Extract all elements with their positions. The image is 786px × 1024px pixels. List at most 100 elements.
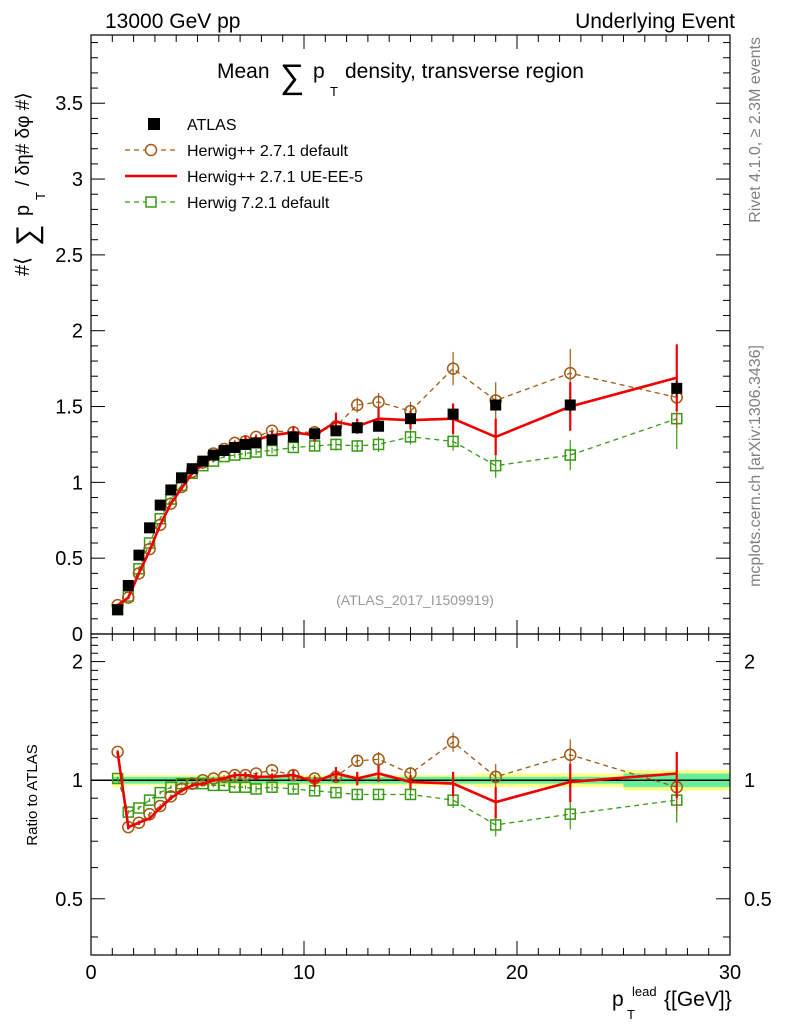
main-ylabel-b: / δη# δφ #⟩	[13, 92, 34, 186]
main-title-sum: ∑	[280, 58, 304, 96]
ratio-series-0-point	[351, 754, 364, 768]
xlabel-sub: T	[627, 1007, 635, 1022]
xtick-label: 20	[506, 962, 528, 984]
xlabel-p: p	[612, 988, 624, 1011]
xtick-label: 10	[293, 962, 315, 984]
main-series-0-point	[133, 549, 145, 561]
header-right: Underlying Event	[575, 10, 735, 33]
main-series-0-point	[287, 431, 299, 443]
legend-marker-3	[145, 196, 157, 208]
main-series-0-point	[176, 472, 188, 484]
ratio-ytick-label-left: 2	[72, 652, 83, 674]
legend-label-3: Herwig 7.2.1 default	[187, 195, 330, 212]
analysis-watermark: (ATLAS_2017_I1509919)	[336, 592, 494, 608]
header-left: 13000 GeV pp	[105, 10, 240, 33]
main-ylabel-a: #⟨	[12, 257, 34, 276]
ratio-series-0-point	[132, 816, 146, 829]
rivet-label: Rivet 4.1.0, ≥ 2.3M events	[747, 37, 764, 223]
ratio-series-2-point	[266, 781, 278, 793]
main-series-0-point	[239, 438, 251, 450]
main-ytick-label: 3	[72, 169, 83, 191]
main-series-1-point	[132, 567, 146, 580]
main-ytick-label: 2	[72, 321, 83, 343]
ratio-series-0-point	[153, 799, 167, 813]
main-series-0-point	[122, 579, 134, 591]
main-series-3-point	[447, 435, 459, 448]
ratio-series-2-point	[489, 819, 502, 831]
main-series-0-point	[218, 445, 230, 457]
main-series-1-point	[372, 395, 385, 409]
ratio-ytick-label-right: 2	[744, 652, 755, 674]
ratio-series-2-point	[564, 808, 576, 820]
legend-marker-atlas	[148, 118, 160, 130]
main-title-sub: T	[330, 84, 338, 99]
ratio-series-2-point	[143, 794, 156, 806]
main-series-1-point	[122, 591, 135, 604]
ratio-series-0-point	[489, 770, 502, 784]
main-title-after: density, transverse region	[345, 60, 584, 83]
ratio-series-layer	[111, 732, 683, 837]
main-series-0-point	[144, 522, 156, 534]
ratio-series-2-point	[133, 802, 145, 814]
main-title-before: Mean	[217, 60, 270, 83]
ratio-series-2-point	[250, 783, 262, 795]
main-series-0-point	[112, 604, 124, 616]
legend-label-2: Herwig++ 2.7.1 UE-EE-5	[187, 169, 363, 186]
main-series-layer	[111, 344, 683, 616]
main-ylabel-sum: ∑	[11, 225, 44, 246]
mcplots-label: mcplots.cern.ch [arXiv:1306.3436]	[747, 345, 764, 587]
ratio-ytick-label-right: 0.5	[744, 889, 772, 911]
ratio-plot-area: 0 10 20 30 0.5 0.5 1 1 2 2	[55, 633, 772, 984]
ratio-series-0-point	[564, 748, 577, 762]
main-series-0-point	[564, 399, 576, 411]
main-title-p: p	[313, 60, 325, 83]
legend-label-1: Herwig++ 2.7.1 default	[187, 143, 349, 160]
main-series-3-point	[330, 438, 342, 451]
main-series-3-point	[489, 459, 502, 472]
main-series-3-point	[351, 440, 363, 452]
main-ylabel: #⟨ ∑ p T / δη# δφ #⟩	[11, 92, 48, 276]
main-series-2-line	[116, 376, 678, 607]
ratio-ylabel: Ratio to ATLAS	[24, 744, 41, 845]
ratio-ytick-label-left: 0.5	[55, 889, 83, 911]
main-series-0-point	[266, 434, 278, 446]
main-series-1-point	[351, 398, 364, 412]
ratio-ytick-label-left: 1	[72, 770, 83, 792]
main-series-1-point	[446, 362, 460, 375]
main-series-1-line	[117, 367, 677, 606]
xlabel-sup: lead	[632, 984, 657, 999]
legend-label-0: ATLAS	[187, 117, 237, 134]
main-series-0-point	[351, 422, 363, 434]
main-series-0-point	[197, 455, 209, 467]
main-ylabel-p: p	[12, 205, 34, 216]
main-series-0-point	[207, 449, 219, 461]
main-ylabel-sub: T	[33, 192, 48, 200]
ratio-series-2-line	[116, 778, 677, 826]
main-series-0-point	[154, 499, 166, 511]
main-ytick-label: 1.5	[55, 397, 83, 419]
main-series-0-point	[330, 425, 342, 437]
main-series-3-line	[117, 418, 678, 611]
xlabel-unit: {[GeV]}	[664, 988, 732, 1011]
main-ytick-label: 0	[72, 624, 83, 646]
ratio-series-2-point	[404, 788, 417, 801]
main-series-0-point	[186, 463, 198, 475]
main-series-3-point	[372, 438, 385, 451]
legend: ATLAS Herwig++ 2.7.1 default Herwig++ 2.7.…	[125, 117, 363, 212]
main-series-3-point	[287, 441, 300, 454]
main-series-0-point	[250, 437, 262, 449]
x-axis-label: p lead T {[GeV]}	[612, 984, 732, 1022]
main-series-0-point	[165, 484, 177, 496]
main-series-0-point	[373, 420, 385, 432]
main-series-3-point	[266, 444, 278, 457]
main-title: Mean ∑ p T density, transverse region	[217, 58, 584, 99]
main-series-1-point	[564, 366, 577, 380]
main-series-3-point	[564, 449, 576, 461]
ratio-series-2-point	[372, 788, 385, 801]
main-ytick-label: 1	[72, 472, 83, 494]
ratio-series-0-point	[164, 790, 178, 803]
main-series-0-point	[671, 382, 683, 394]
ratio-series-2-point	[287, 783, 300, 795]
main-ytick-label: 0.5	[55, 548, 83, 570]
